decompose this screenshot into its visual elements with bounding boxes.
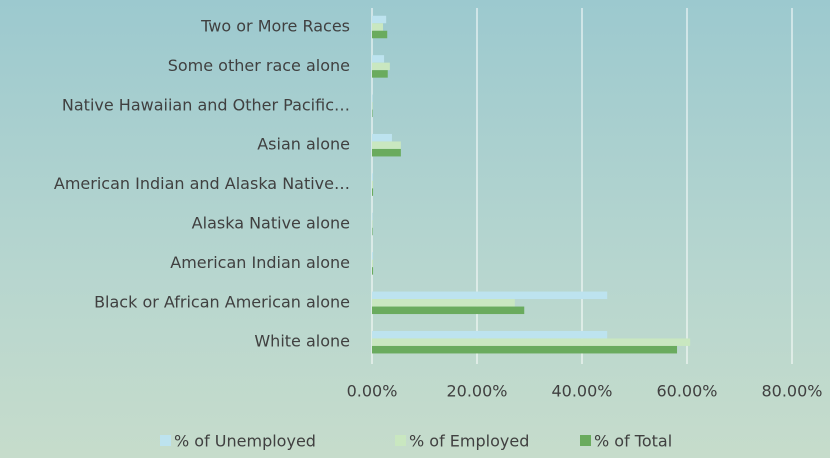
x-tick-label: 0.00% [347, 382, 398, 401]
bar [372, 252, 374, 260]
bar [372, 141, 401, 149]
bar [372, 62, 390, 71]
bar [372, 173, 374, 181]
y-tick-label: American Indian alone [170, 253, 350, 272]
legend-swatch [580, 435, 591, 446]
y-tick-label: White alone [254, 332, 350, 351]
bar [372, 299, 515, 307]
bar [372, 306, 525, 315]
y-tick-label: Alaska Native alone [192, 214, 350, 233]
bar [372, 330, 608, 339]
bar [372, 259, 374, 268]
bar [372, 338, 691, 346]
bar [372, 220, 373, 228]
y-tick-label: Asian alone [257, 135, 350, 154]
x-tick-label: 40.00% [551, 382, 612, 401]
y-tick-label: Black or African American alone [94, 292, 350, 311]
y-tick-label: Native Hawaiian and Other Pacific… [62, 95, 350, 114]
bar [372, 109, 373, 118]
bar [372, 70, 388, 78]
legend-label: % of Unemployed [174, 432, 316, 451]
y-tick-label: Some other race alone [168, 56, 350, 75]
bar [372, 30, 388, 39]
x-tick-label: 20.00% [446, 382, 507, 401]
bar [372, 55, 385, 63]
bar [372, 94, 373, 103]
legend-swatch [395, 435, 406, 446]
bar [372, 291, 608, 300]
y-tick-label: American Indian and Alaska Native… [54, 174, 350, 193]
bar [372, 212, 373, 221]
legend-label: % of Total [594, 432, 672, 451]
bar [372, 180, 374, 189]
legend-swatch [160, 435, 171, 446]
bar [372, 267, 374, 275]
bar [372, 148, 401, 157]
bar [372, 133, 392, 142]
bar [372, 345, 678, 354]
x-tick-label: 60.00% [656, 382, 717, 401]
bar [372, 102, 373, 110]
bar [372, 188, 374, 196]
bar [372, 23, 384, 31]
bar [372, 15, 387, 24]
bar [372, 227, 373, 236]
y-tick-label: Two or More Races [200, 17, 350, 36]
legend-label: % of Employed [409, 432, 529, 451]
x-tick-label: 80.00% [761, 382, 822, 401]
